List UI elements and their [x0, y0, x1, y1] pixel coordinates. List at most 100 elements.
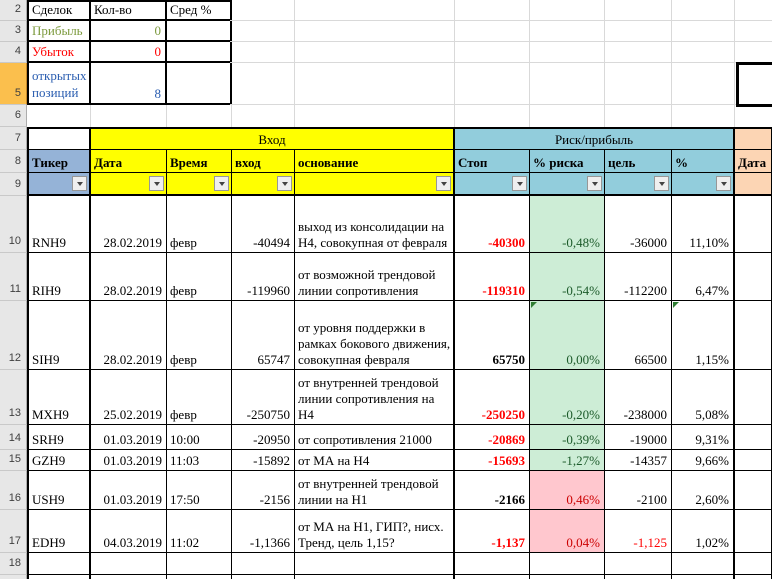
summary-label-loss[interactable]: Убыток [27, 42, 91, 63]
row-header[interactable]: 2 [0, 0, 27, 21]
empty-cell[interactable] [91, 575, 167, 579]
cell-reason[interactable]: выход из консолидации на Н4, совокупная … [295, 196, 455, 253]
cell-pct[interactable]: 2,60% [672, 471, 735, 510]
cell-risk-pct[interactable]: 0,00% [530, 301, 605, 370]
cell-entry[interactable]: -250750 [232, 370, 295, 425]
col-header-ticker[interactable]: Тикер [27, 150, 91, 173]
cell-exit-date[interactable] [735, 450, 772, 471]
cell-exit-date[interactable] [735, 425, 772, 450]
cell-stop[interactable]: -2166 [455, 471, 530, 510]
col-header-pct[interactable]: % [672, 150, 735, 173]
cell-target[interactable]: -2100 [605, 471, 672, 510]
row-header[interactable]: 18 [0, 553, 27, 575]
cell-ticker[interactable]: RIH9 [27, 253, 91, 301]
cell-exit-date[interactable] [735, 471, 772, 510]
row-header[interactable]: 3 [0, 21, 27, 42]
cell-target[interactable]: -112200 [605, 253, 672, 301]
empty-cell[interactable] [295, 575, 455, 579]
cell-entry[interactable]: -20950 [232, 425, 295, 450]
cell-entry[interactable]: -119960 [232, 253, 295, 301]
col-header-time[interactable]: Время [167, 150, 232, 173]
cell-ticker[interactable]: SIH9 [27, 301, 91, 370]
row-header[interactable]: 15 [0, 450, 27, 471]
filter-dropdown-button[interactable] [654, 176, 669, 191]
cell-time[interactable]: февр [167, 301, 232, 370]
cell-ticker[interactable]: SRH9 [27, 425, 91, 450]
cell-risk-pct[interactable]: 0,46% [530, 471, 605, 510]
col-header-target[interactable]: цель [605, 150, 672, 173]
cell-reason[interactable]: от сопротивления 21000 [295, 425, 455, 450]
row-header[interactable]: 6 [0, 105, 27, 127]
cell-target[interactable]: -19000 [605, 425, 672, 450]
cell-reason[interactable]: от внутренней трендовой линии сопротивле… [295, 370, 455, 425]
col-header-exit-date[interactable]: Дата [735, 150, 772, 173]
cell-risk-pct[interactable]: -0,39% [530, 425, 605, 450]
col-header-risk-pct[interactable]: % риска [530, 150, 605, 173]
filter-dropdown-button[interactable] [214, 176, 229, 191]
row-header[interactable]: 12 [0, 301, 27, 370]
cell-reason[interactable]: от МА на Н1, ГИП?, нисх. Тренд, цель 1,1… [295, 510, 455, 553]
empty-cell[interactable] [295, 553, 455, 575]
cell-pct[interactable]: 6,47% [672, 253, 735, 301]
cell-pct[interactable]: 9,31% [672, 425, 735, 450]
empty-cell[interactable] [27, 553, 91, 575]
cell-time[interactable]: 11:02 [167, 510, 232, 553]
empty-cell[interactable] [530, 553, 605, 575]
col-header-reason[interactable]: основание [295, 150, 455, 173]
cell-entry[interactable]: -40494 [232, 196, 295, 253]
empty-cell[interactable] [455, 553, 530, 575]
cell-date[interactable]: 01.03.2019 [91, 450, 167, 471]
filter-dropdown-button[interactable] [587, 176, 602, 191]
filter-dropdown-button[interactable] [436, 176, 451, 191]
row-header[interactable]: 17 [0, 510, 27, 553]
row-header[interactable]: 16 [0, 471, 27, 510]
empty-cell[interactable] [232, 553, 295, 575]
cell-date[interactable]: 25.02.2019 [91, 370, 167, 425]
cell-stop[interactable]: -15693 [455, 450, 530, 471]
row-header[interactable]: 11 [0, 253, 27, 301]
cell-ticker[interactable]: MXH9 [27, 370, 91, 425]
empty-cell[interactable] [530, 575, 605, 579]
empty-cell[interactable] [27, 575, 91, 579]
cell-exit-date[interactable] [735, 510, 772, 553]
cell-exit-date[interactable] [735, 370, 772, 425]
cell-ticker[interactable]: RNH9 [27, 196, 91, 253]
cell-pct[interactable]: 5,08% [672, 370, 735, 425]
summary-header-avg[interactable]: Сред % [167, 0, 232, 21]
empty-cell[interactable] [455, 575, 530, 579]
cell-time[interactable]: февр [167, 253, 232, 301]
section-header-entry[interactable]: Вход [91, 127, 455, 150]
cell-stop[interactable]: -20869 [455, 425, 530, 450]
highlighted-empty-cell[interactable] [736, 62, 772, 107]
cell-target[interactable]: -1,125 [605, 510, 672, 553]
cell-entry[interactable]: -15892 [232, 450, 295, 471]
col-header-date[interactable]: Дата [91, 150, 167, 173]
filter-dropdown-button[interactable] [716, 176, 731, 191]
empty-cell[interactable] [735, 575, 772, 579]
summary-open-positions-count[interactable]: 8 [91, 63, 167, 105]
cell-risk-pct[interactable]: -0,54% [530, 253, 605, 301]
cell-entry[interactable]: -2156 [232, 471, 295, 510]
empty-cell[interactable] [672, 575, 735, 579]
section-header-exit[interactable] [735, 127, 772, 150]
summary-open-positions-avg[interactable] [167, 63, 232, 105]
cell-risk-pct[interactable]: 0,04% [530, 510, 605, 553]
row-header[interactable]: 9 [0, 173, 27, 196]
cell-entry[interactable]: 65747 [232, 301, 295, 370]
filter-dropdown-button[interactable] [512, 176, 527, 191]
row-header[interactable]: 4 [0, 42, 27, 63]
cell-risk-pct[interactable]: -1,27% [530, 450, 605, 471]
cell-exit-date[interactable] [735, 253, 772, 301]
empty-cell[interactable] [167, 553, 232, 575]
cell-date[interactable]: 28.02.2019 [91, 301, 167, 370]
cell-entry[interactable]: -1,1366 [232, 510, 295, 553]
filter-dropdown-button[interactable] [149, 176, 164, 191]
cell-risk-pct[interactable]: -0,48% [530, 196, 605, 253]
cell-stop[interactable]: -40300 [455, 196, 530, 253]
cell-pct[interactable]: 11,10% [672, 196, 735, 253]
empty-cell[interactable] [91, 553, 167, 575]
summary-header-deals[interactable]: Сделок [27, 0, 91, 21]
row-header[interactable]: 7 [0, 127, 27, 150]
row-header[interactable]: 10 [0, 196, 27, 253]
cell-date[interactable]: 28.02.2019 [91, 253, 167, 301]
